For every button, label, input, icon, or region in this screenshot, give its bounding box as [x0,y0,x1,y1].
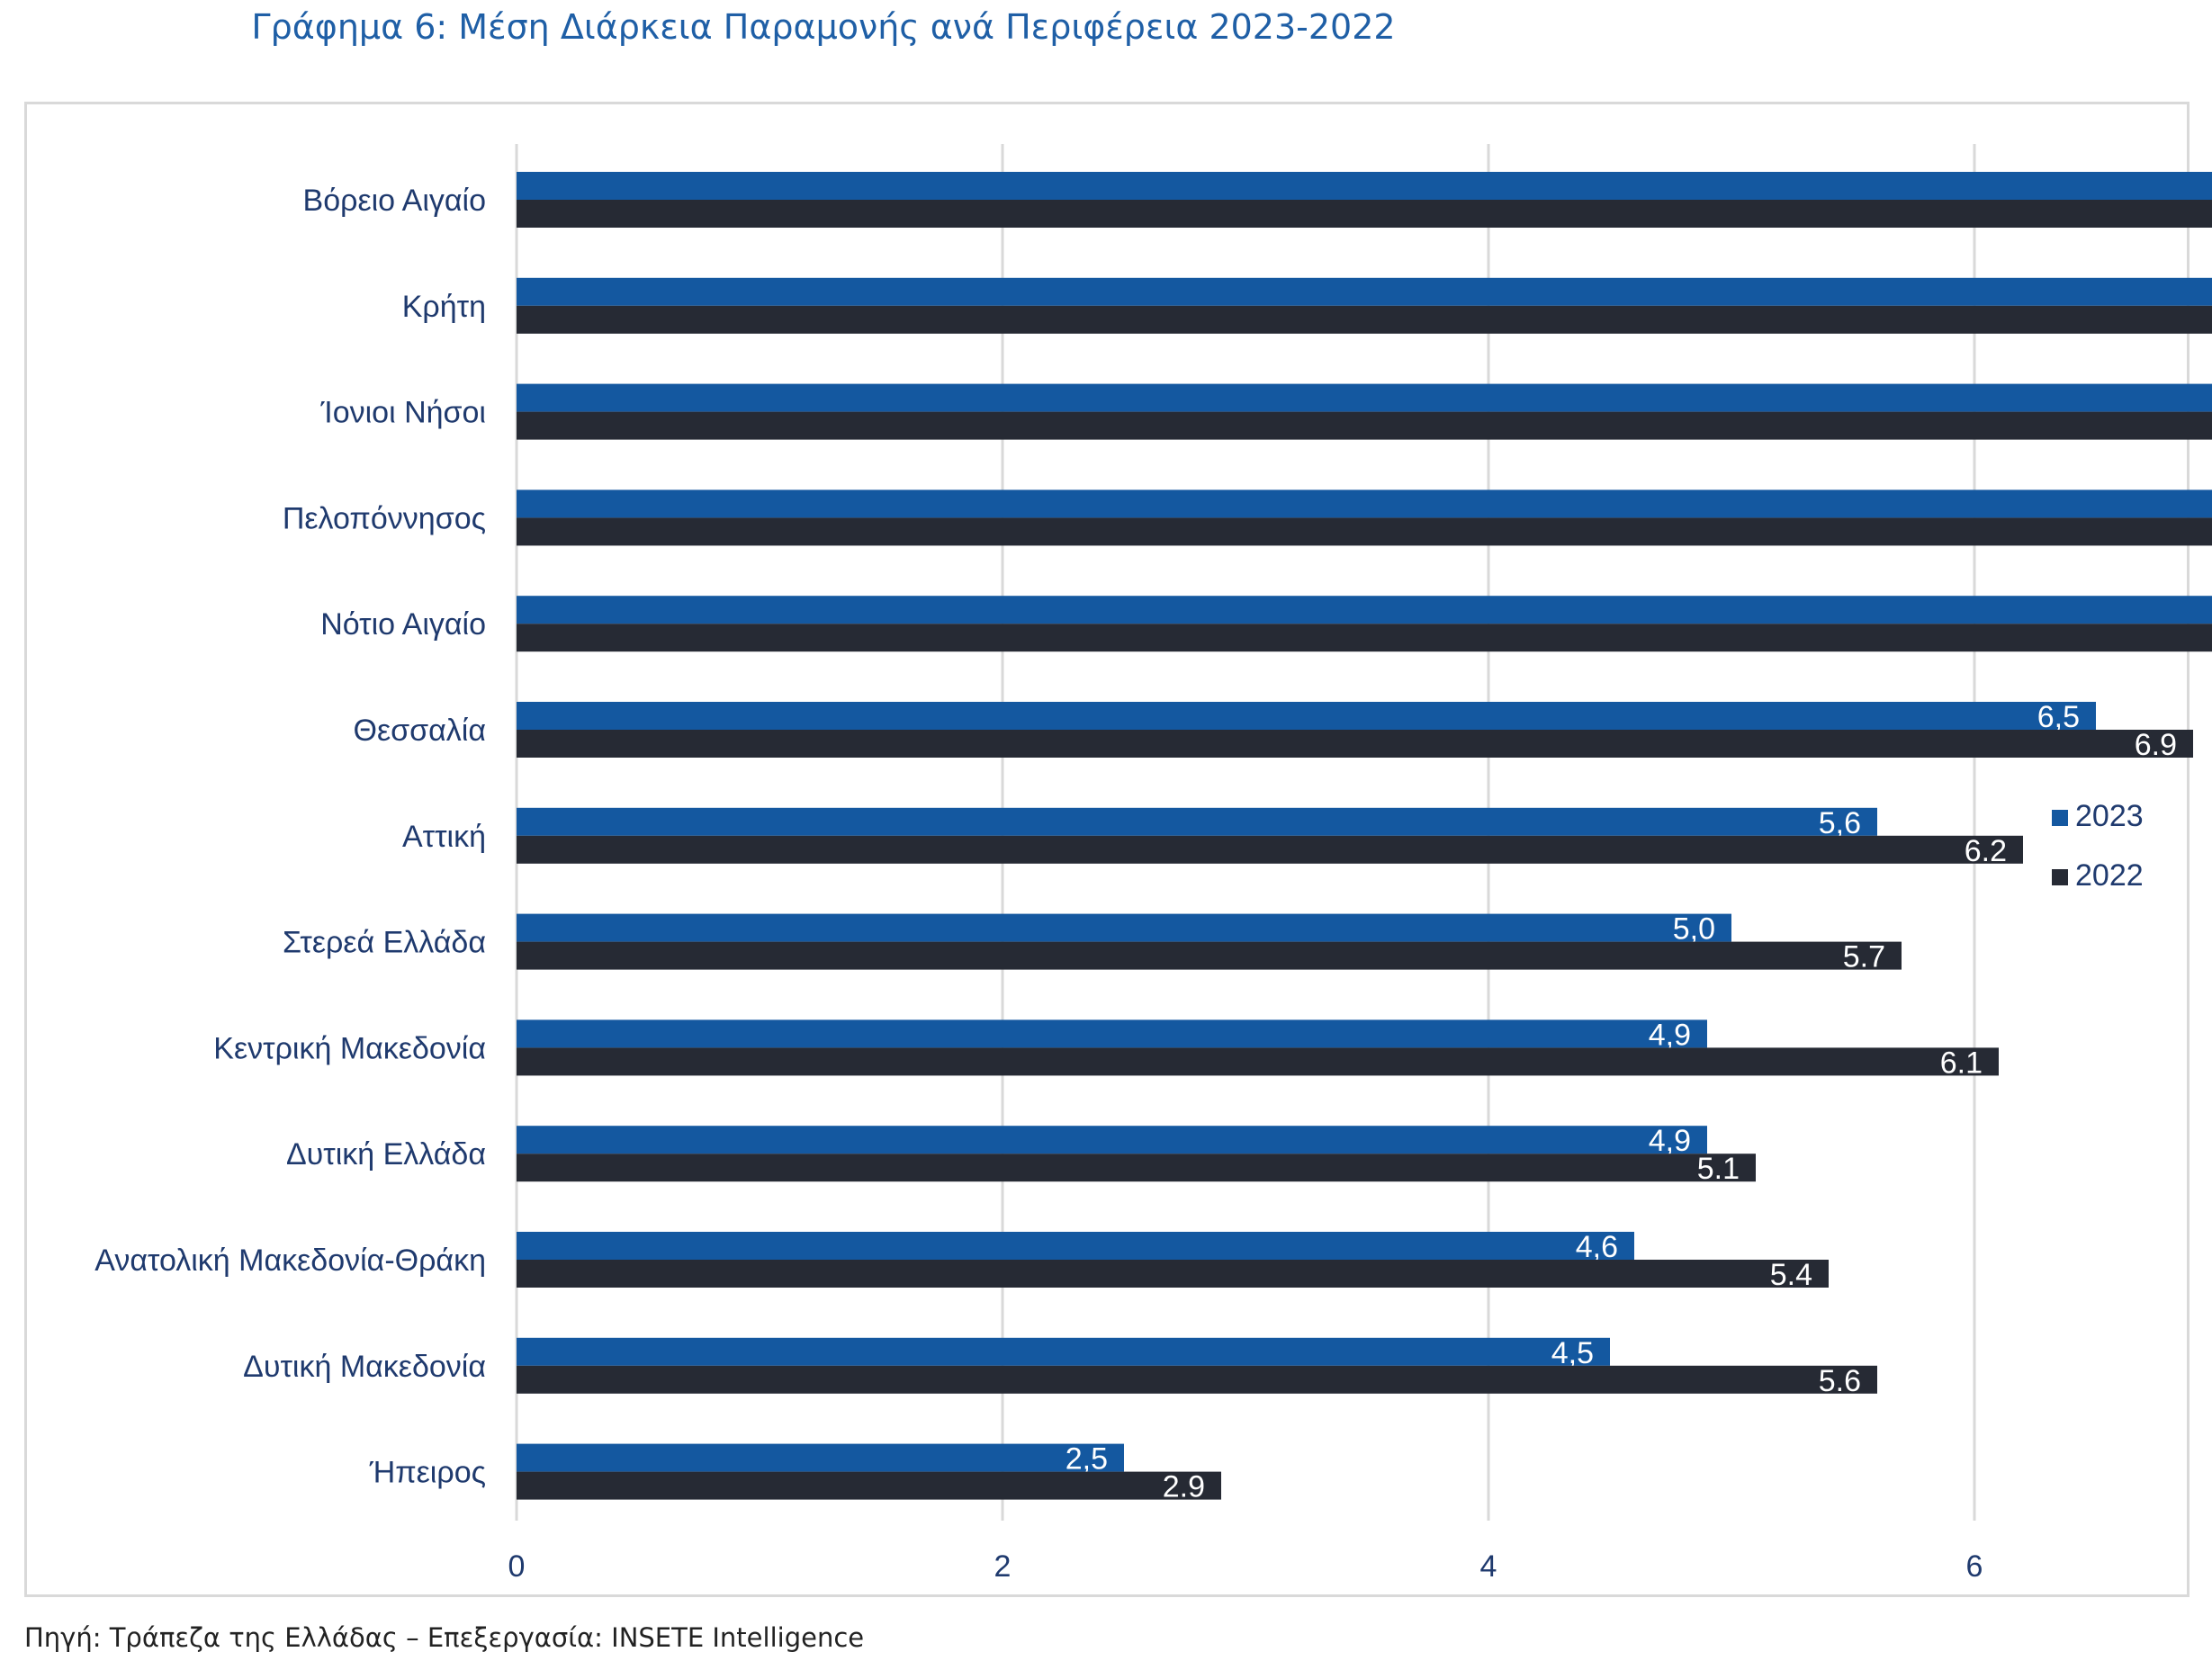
bar-2023 [517,277,2212,306]
data-label-2022: 5.7 [1843,940,1885,974]
bar-2022 [517,200,2212,228]
data-label-2022: 6.9 [2135,728,2177,762]
category-label: Ανατολική Μακεδονία-Θράκη [94,1244,486,1278]
data-label-2023: 4,9 [1649,1018,1691,1052]
data-label-2023: 2,5 [1066,1442,1108,1477]
source-note: Πηγή: Τράπεζα της Ελλάδας – Επεξεργασία:… [24,1622,865,1653]
data-label-2022: 2.9 [1163,1470,1205,1504]
bar-2023 [517,1232,1634,1260]
bar-2023 [517,807,1877,836]
category-label: Αττική [402,820,486,854]
bar-2023 [517,1443,1124,1472]
bar-2023 [517,383,2212,412]
data-label-2022: 5.4 [1770,1258,1812,1292]
bar-2022 [517,517,2212,546]
data-label-2022: 5.1 [1697,1152,1740,1186]
bar-2022 [517,941,1902,970]
category-label: Θεσσαλία [354,714,486,748]
x-tick-label: 4 [1480,1549,1497,1584]
bar-2022 [517,305,2212,334]
category-label: Δυτική Μακεδονία [243,1350,486,1384]
category-label: Κεντρική Μακεδονία [213,1031,486,1065]
x-tick-label: 2 [994,1549,1012,1584]
legend-swatch-2023 [2052,810,2068,826]
bar-2023 [517,1337,1610,1366]
legend-label: 2023 [2075,799,2144,833]
category-label: Δυτική Ελλάδα [286,1137,486,1172]
legend-swatch-2022 [2052,869,2068,885]
data-label-2023: 4,9 [1649,1124,1691,1158]
bar-2022 [517,730,2193,758]
category-label: Βόρειο Αιγαίο [303,184,486,218]
legend-label: 2022 [2075,858,2144,893]
bar-2023 [517,1126,1707,1154]
bar-2023 [517,702,2096,730]
bar-2023 [517,489,2212,518]
x-tick-label: 6 [1966,1549,1983,1584]
data-label-2022: 5.6 [1819,1364,1861,1398]
data-label-2023: 6,5 [2037,700,2080,734]
bar-2022 [517,411,2212,440]
bar-2022 [517,1260,1829,1288]
chart-title: Γράφημα 6: Μέση Διάρκεια Παραμονής ανά Π… [251,7,1396,47]
data-label-2023: 5,0 [1673,912,1715,947]
data-label-2023: 5,6 [1819,806,1861,840]
data-label-2023: 4,5 [1551,1336,1594,1370]
bar-2022 [517,624,2212,652]
category-label: Ήπειρος [369,1456,486,1490]
bar-2022 [517,1365,1877,1394]
bar-2022 [517,1471,1221,1500]
category-label: Ίονιοι Νήσοι [320,396,486,430]
data-label-2023: 4,6 [1576,1230,1618,1264]
x-tick-label: 0 [508,1549,526,1584]
bar-2023 [517,1019,1707,1048]
category-label: Πελοπόννησος [283,501,486,535]
category-label: Στερεά Ελλάδα [283,926,486,960]
bar-2022 [517,1154,1756,1182]
category-label: Νότιο Αιγαίο [320,607,486,642]
data-label-2022: 6.2 [1965,834,2007,868]
data-label-2022: 6.1 [1940,1046,1983,1080]
bar-2022 [517,835,2023,864]
bar-2023 [517,913,1731,942]
bar-2023 [517,172,2212,200]
bar-2022 [517,1047,1999,1076]
category-label: Κρήτη [402,290,486,324]
bar-2023 [517,596,2212,624]
